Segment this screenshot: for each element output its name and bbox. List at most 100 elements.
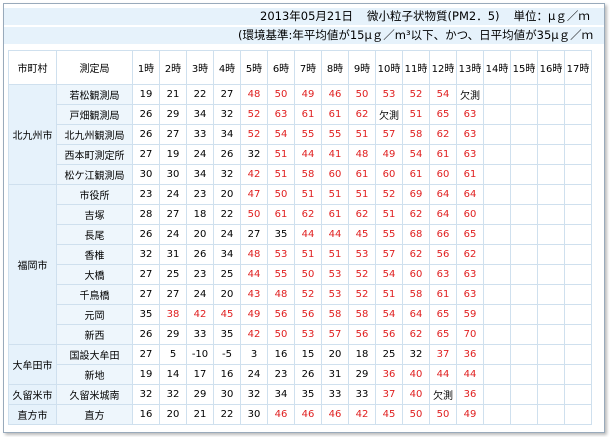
value: 29 bbox=[159, 104, 187, 125]
value: 56 bbox=[348, 324, 376, 345]
value: 52 bbox=[402, 84, 430, 105]
value: 56 bbox=[267, 304, 295, 325]
row: 福岡市 市役所 23 24 23 20 47 50 51 51 51 52 69 64 64 bbox=[8, 184, 592, 345]
city: 北九州市 bbox=[8, 84, 57, 185]
value: 51 bbox=[321, 184, 349, 205]
value: 22 bbox=[213, 204, 241, 225]
value: 62 bbox=[348, 104, 376, 125]
empty-cell bbox=[510, 164, 538, 185]
value: 51 bbox=[348, 124, 376, 145]
empty-cell bbox=[537, 84, 565, 105]
header-line: 2013年05月21日 微小粒子状物質(PM2．5) 単位：μｇ／ｍ bbox=[4, 8, 604, 25]
value: 18 bbox=[348, 344, 376, 365]
value: 49 bbox=[240, 304, 268, 325]
empty-cell bbox=[537, 164, 565, 185]
value: 26 bbox=[132, 324, 160, 345]
value: 63 bbox=[456, 144, 484, 165]
value: 64 bbox=[429, 184, 457, 205]
empty-cell bbox=[537, 144, 565, 165]
empty-cell bbox=[483, 224, 511, 245]
value: 45 bbox=[213, 304, 241, 325]
value: 51 bbox=[348, 184, 376, 205]
value: 46 bbox=[267, 404, 295, 425]
value: 61 bbox=[402, 164, 430, 185]
value: 27 bbox=[213, 84, 241, 105]
column-header: 10時 bbox=[375, 50, 403, 85]
value: 25 bbox=[375, 344, 403, 365]
row: 吉塚 28 27 18 22 50 61 62 61 62 51 62 64 60 bbox=[9, 204, 592, 225]
value: 26 bbox=[186, 244, 214, 265]
unit: 単位：μｇ／ｍ bbox=[513, 9, 590, 23]
value: 56 bbox=[375, 324, 403, 345]
value: 61 bbox=[294, 104, 322, 125]
value: 23 bbox=[132, 184, 160, 205]
value: 23 bbox=[186, 264, 214, 285]
value: 53 bbox=[294, 324, 322, 345]
value: 38 bbox=[159, 304, 187, 325]
empty-cell bbox=[483, 304, 511, 325]
value: 64 bbox=[402, 304, 430, 325]
value: 44 bbox=[294, 224, 322, 245]
value: 27 bbox=[240, 224, 268, 245]
value: 54 bbox=[267, 124, 295, 145]
value: 43 bbox=[240, 284, 268, 305]
empty-cell bbox=[510, 144, 538, 165]
value: 欠測 bbox=[429, 384, 457, 405]
value: 59 bbox=[456, 304, 484, 325]
station: 吉塚 bbox=[56, 204, 133, 225]
value: 63 bbox=[429, 264, 457, 285]
station: 松ケ江観測局 bbox=[56, 164, 133, 185]
value: 27 bbox=[132, 284, 160, 305]
row: 久留米市 久留米城南 32 32 29 30 32 34 35 33 33 37 40 欠測 36 bbox=[8, 384, 592, 405]
empty-cell bbox=[537, 284, 565, 305]
value: 45 bbox=[348, 224, 376, 245]
value: 32 bbox=[213, 164, 241, 185]
value: 58 bbox=[402, 124, 430, 145]
value: 54 bbox=[429, 84, 457, 105]
value: 63 bbox=[456, 284, 484, 305]
value: 64 bbox=[429, 204, 457, 225]
value: 24 bbox=[186, 284, 214, 305]
empty-cell bbox=[510, 304, 538, 325]
empty-cell bbox=[564, 124, 592, 145]
column-header: 9時 bbox=[348, 50, 376, 85]
value: 31 bbox=[159, 244, 187, 265]
station: 千鳥橋 bbox=[56, 284, 133, 305]
row: 大橋 27 25 23 25 44 55 50 53 52 54 60 63 63 bbox=[9, 264, 592, 285]
value: 29 bbox=[186, 384, 214, 405]
column-header: 6時 bbox=[267, 50, 295, 85]
value: 58 bbox=[294, 164, 322, 185]
value: 22 bbox=[213, 404, 241, 425]
value: 32 bbox=[240, 144, 268, 165]
value: 57 bbox=[375, 124, 403, 145]
empty-cell bbox=[483, 264, 511, 285]
value: 36 bbox=[375, 364, 403, 385]
value: 16 bbox=[132, 404, 160, 425]
empty-cell bbox=[537, 224, 565, 245]
station: 若松観測局 bbox=[56, 84, 133, 105]
column-header: 8時 bbox=[321, 50, 349, 85]
value: 27 bbox=[132, 144, 160, 165]
value: -10 bbox=[186, 344, 214, 365]
row: 新地 19 14 17 16 24 23 26 31 29 36 40 44 44 bbox=[9, 364, 592, 385]
value: 32 bbox=[132, 384, 160, 405]
column-header: 4時 bbox=[213, 50, 241, 85]
empty-cell bbox=[510, 184, 538, 205]
empty-cell bbox=[510, 364, 538, 385]
value: 52 bbox=[240, 104, 268, 125]
value: 26 bbox=[132, 224, 160, 245]
value: 57 bbox=[321, 324, 349, 345]
column-header: 3時 bbox=[186, 50, 214, 85]
row: 西本町測定所 27 19 24 26 32 51 44 41 48 49 54 61 63 bbox=[9, 144, 592, 165]
value: 30 bbox=[240, 404, 268, 425]
value: 62 bbox=[402, 324, 430, 345]
value: 29 bbox=[348, 364, 376, 385]
empty-cell bbox=[537, 264, 565, 285]
empty-cell bbox=[510, 104, 538, 125]
station: 元岡 bbox=[56, 304, 133, 325]
value: 27 bbox=[159, 124, 187, 145]
value: 37 bbox=[375, 384, 403, 405]
value: 48 bbox=[267, 284, 295, 305]
empty-cell bbox=[483, 344, 511, 365]
row: 直方市 直方 16 20 21 22 30 46 46 46 42 45 50 50 49 bbox=[8, 404, 592, 425]
